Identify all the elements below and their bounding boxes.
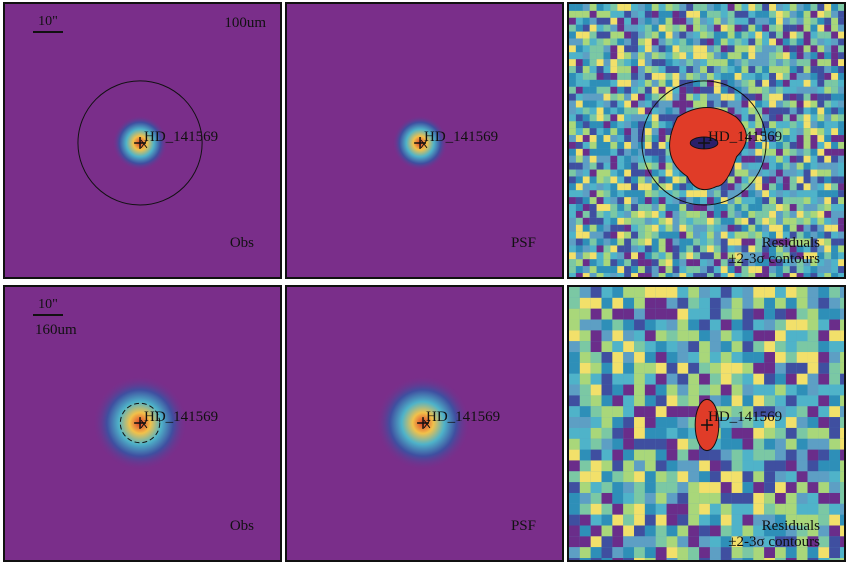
residual-panel-160um: HD_141569 Residuals ±2-3σ contours: [567, 285, 846, 562]
target-name: HD_141569: [708, 409, 783, 425]
target-name: HD_141569: [424, 129, 499, 145]
panel-label-psf: PSF: [510, 235, 536, 251]
contour-label: ±2-3σ contours: [728, 534, 820, 550]
obs-panel-160um: 10" 160um HD_141569 Obs: [3, 285, 282, 562]
psf-image-160um: [375, 375, 471, 471]
residual-panel-100um: HD_141569 Residuals ±2-3σ contours: [567, 2, 846, 279]
band-label: 100um: [224, 15, 266, 31]
contour-label: ±2-3σ contours: [728, 251, 820, 267]
target-name: HD_141569: [708, 129, 783, 145]
scale-bar: 10": [33, 14, 63, 33]
panel-label-residuals: Residuals: [761, 235, 820, 251]
panel-label-obs: Obs: [229, 518, 254, 534]
psf-panel-160um: HD_141569 PSF: [285, 285, 564, 562]
residual-image-100um: [569, 4, 844, 277]
psf-panel-100um: HD_141569 PSF: [285, 2, 564, 279]
panel-label-residuals: Residuals: [761, 518, 820, 534]
target-name: HD_141569: [426, 409, 501, 425]
obs-panel-100um: 10" 100um HD_141569 Obs: [3, 2, 282, 279]
scale-bar: 10": [33, 297, 63, 316]
obs-image-100um: [77, 80, 203, 206]
band-label: 160um: [35, 322, 77, 338]
panel-label-obs: Obs: [229, 235, 254, 251]
target-name: HD_141569: [144, 129, 219, 145]
residual-image-160um: [569, 287, 844, 560]
target-name: HD_141569: [144, 409, 219, 425]
panel-label-psf: PSF: [510, 518, 536, 534]
psf-image-100um: [392, 115, 448, 171]
obs-image-160um: [92, 375, 188, 471]
